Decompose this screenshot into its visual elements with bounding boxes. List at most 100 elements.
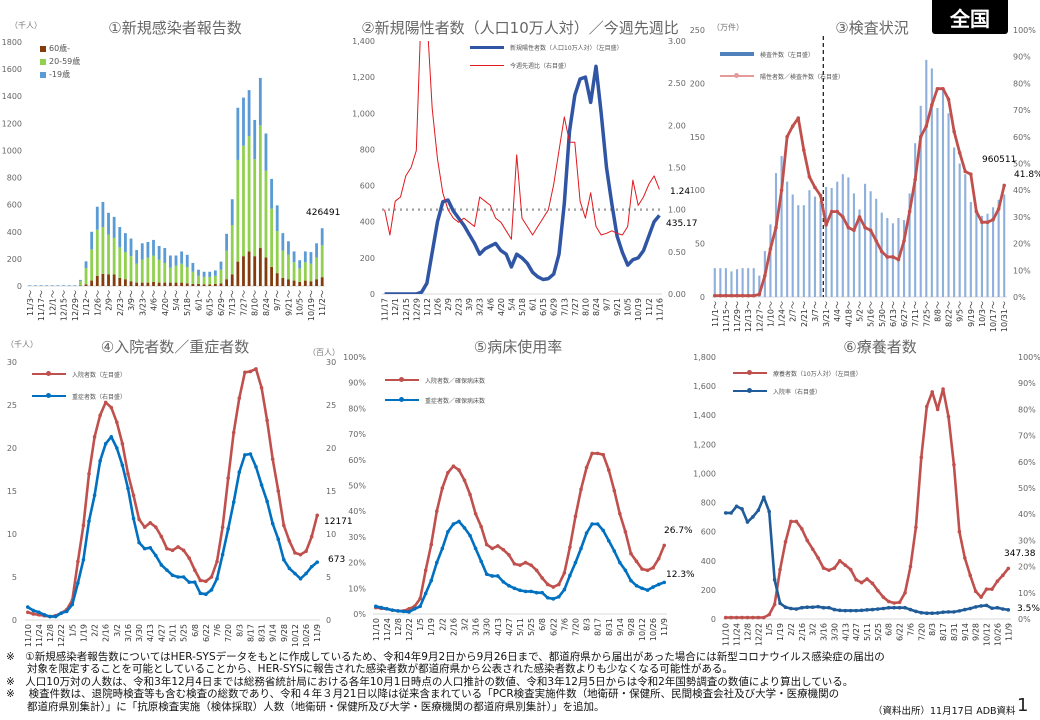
bar (980, 215, 984, 297)
x-tick-label: 5/11 (516, 618, 525, 636)
data-point (76, 559, 80, 564)
data-point (573, 560, 578, 565)
data-point (490, 546, 495, 551)
bar-segment (146, 241, 150, 258)
x-tick-label: 4/6～ (150, 290, 159, 311)
data-point (501, 547, 506, 552)
bar-segment (152, 281, 155, 286)
data-point (248, 369, 253, 374)
y-tick-label-left: 400 (360, 218, 375, 227)
bar-segment (34, 285, 37, 286)
data-point (848, 608, 853, 613)
x-tick-label: 9/7 (603, 298, 612, 311)
data-point (518, 563, 522, 567)
y-tick-label-left: 0% (353, 610, 366, 619)
bar-segment (197, 269, 200, 276)
y-tick-label-left: 20% (348, 559, 366, 568)
x-tick-label: 11/1～ (711, 301, 720, 327)
data-point (529, 589, 533, 594)
data-point (496, 544, 500, 548)
y-tick-label-right: 0.50 (668, 248, 686, 257)
data-point (243, 370, 247, 375)
data-point (984, 587, 989, 591)
y-tick-label-right: 30% (1013, 213, 1031, 222)
x-tick-label: 10/31～ (1000, 301, 1009, 332)
bar (925, 59, 928, 298)
x-tick-label: 10/3～ (978, 301, 987, 327)
x-tick-label: 9/7～ (273, 290, 282, 311)
bar-segment (90, 249, 94, 281)
data-point (562, 571, 567, 575)
y-tick-label-left: 1,400 (693, 411, 716, 420)
y-tick-label-left: 600 (360, 182, 375, 191)
x-tick-label: 7/6 (906, 623, 915, 636)
data-point (865, 577, 869, 581)
chart2-ratio-label: 1.24 (670, 187, 691, 197)
x-tick-label: 12/29～ (71, 290, 80, 321)
data-point (859, 580, 864, 585)
x-tick-label: 11/10 (722, 623, 731, 646)
bar-segment (258, 77, 262, 126)
data-point (462, 526, 467, 530)
chart5-hosp-label: 26.7% (664, 526, 693, 536)
data-point (918, 135, 923, 139)
data-point (772, 602, 777, 607)
data-point (496, 574, 500, 578)
data-point (204, 592, 208, 596)
x-tick-label: 6/15 (539, 298, 548, 316)
data-point (763, 273, 767, 278)
data-point (740, 293, 745, 298)
bar-segment (135, 263, 139, 283)
data-point (429, 578, 434, 583)
x-tick-label: 8/3 (235, 624, 244, 637)
data-point (751, 615, 755, 620)
bar-segment (129, 238, 133, 257)
y-tick-label-right: 5 (326, 573, 331, 582)
data-point (204, 579, 208, 584)
data-point (545, 582, 550, 587)
legend-item: 療養者数（10万人対）（左目盛） (733, 364, 862, 382)
data-point (231, 500, 236, 504)
bar-segment (79, 279, 82, 281)
data-point (226, 476, 230, 480)
data-point (876, 607, 880, 611)
y-tick-label-left: 1200 (2, 119, 22, 128)
data-point (761, 495, 766, 499)
bar (986, 213, 989, 297)
data-point (243, 453, 247, 457)
series-line (384, 41, 660, 240)
data-point (892, 601, 896, 605)
x-tick-label: 6/29～ (217, 290, 226, 316)
y-tick-label-left: 0 (700, 293, 705, 302)
bar-segment (202, 271, 206, 277)
bar-segment (247, 90, 251, 137)
bar (813, 196, 817, 297)
bar-segment (230, 199, 234, 225)
footnote-line: 都道府県別集計）」に「抗原検査実施（検体採取）人数（地衛研・保健所及び大学・医療… (6, 700, 605, 713)
data-point (985, 220, 990, 225)
data-point (990, 606, 994, 611)
y-tick-label-left: 25 (7, 401, 17, 410)
data-point (874, 239, 878, 243)
x-tick-label: 3/2 (461, 618, 470, 631)
x-tick-label: 3/2 (809, 623, 818, 636)
data-point (783, 540, 788, 544)
chart-5: 0%10%20%30%40%50%60%70%80%90%100%11/10 11… (343, 353, 669, 641)
data-point (941, 610, 945, 614)
data-point (848, 567, 853, 572)
y-tick-label-right: 25 (326, 401, 336, 410)
x-tick-label: 1/10～ (766, 301, 775, 327)
data-point (827, 568, 831, 573)
data-point (816, 604, 820, 609)
x-tick-label: 4/27 (505, 618, 514, 636)
x-tick-label: 2/2 (438, 618, 447, 631)
data-point (76, 581, 80, 585)
data-point (903, 591, 907, 595)
bar-segment (50, 285, 54, 286)
data-point (595, 451, 600, 456)
bar-segment (101, 201, 105, 228)
x-tick-label: 2/2 (91, 624, 100, 637)
data-point (215, 576, 219, 581)
data-point (198, 578, 203, 583)
data-point (768, 247, 773, 251)
